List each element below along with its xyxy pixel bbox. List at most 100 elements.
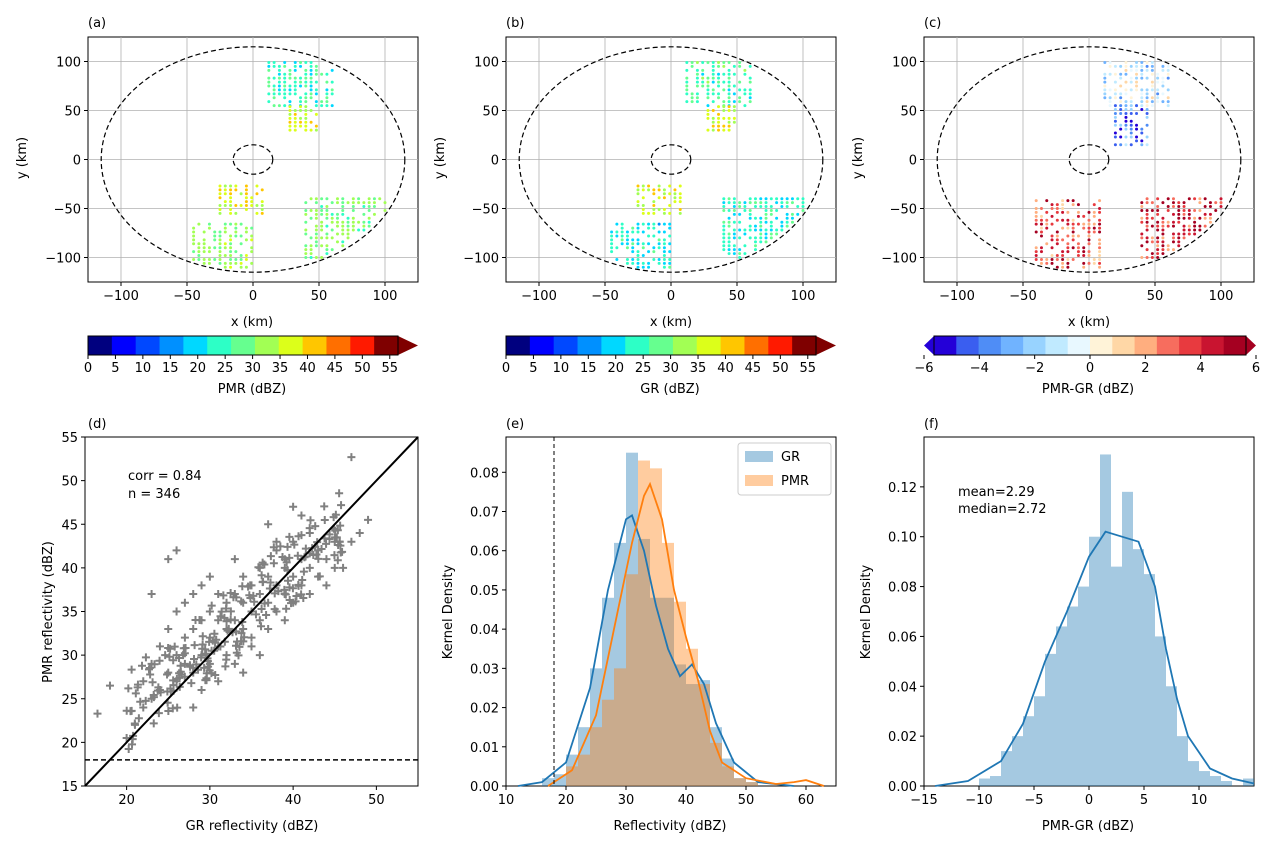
radar-pixel — [1129, 119, 1133, 123]
radar-pixel — [647, 261, 651, 265]
gr-hist-bar — [650, 597, 662, 786]
scatter-point — [262, 610, 271, 619]
scatter-point — [237, 629, 246, 638]
radar-pixel — [1193, 224, 1197, 228]
radar-pixel — [255, 211, 259, 215]
radar-pixel — [1166, 248, 1170, 252]
legend-label-pmr: PMR — [781, 474, 809, 489]
radar-pixel — [218, 184, 222, 188]
radar-pixel — [678, 196, 682, 200]
radar-pixel — [1171, 212, 1175, 216]
diff-tick-label-y: 0.12 — [888, 481, 917, 496]
scatter-point — [247, 633, 256, 642]
scatter-point — [210, 629, 219, 638]
radar-pixel — [636, 238, 640, 242]
scatter-point — [154, 709, 163, 718]
radar-pixel — [341, 232, 345, 236]
radar-pixel — [706, 88, 710, 92]
radar-pixel — [383, 208, 387, 212]
radar-pixel — [267, 64, 271, 68]
radar-pixel — [1150, 96, 1154, 100]
radar-pixel — [722, 100, 726, 104]
radar-pixel — [1119, 127, 1123, 131]
scatter-point — [198, 632, 207, 641]
radar-pixel — [775, 232, 779, 236]
radar-pixel — [372, 201, 376, 205]
scatter-point — [289, 502, 298, 511]
radar-pixel — [706, 96, 710, 100]
map-b-ylabel: y (km) — [433, 137, 448, 179]
radar-pixel — [625, 230, 629, 234]
scatter-point — [164, 707, 173, 716]
radar-pixel — [722, 197, 726, 201]
radar-pixel — [1171, 201, 1175, 205]
radar-pixel — [1140, 236, 1144, 240]
radar-pixel — [790, 201, 794, 205]
radar-pixel — [288, 109, 292, 112]
scatter-point — [274, 587, 283, 596]
colorbar-tick-label: 20 — [607, 361, 624, 376]
radar-pixel — [717, 112, 721, 116]
radar-pixel — [636, 222, 640, 226]
map-tick-label-y: 100 — [56, 56, 81, 71]
colorbar-segment — [934, 336, 957, 355]
radar-pixel — [1219, 197, 1223, 201]
radar-pixel — [1124, 60, 1128, 64]
radar-pixel — [213, 246, 217, 250]
radar-pixel — [764, 240, 768, 244]
scatter-point — [239, 668, 248, 677]
radar-pixel — [309, 72, 313, 76]
radar-pixel — [722, 80, 726, 84]
radar-pixel — [769, 212, 773, 216]
radar-pixel — [1066, 199, 1070, 203]
radar-pixel — [615, 246, 619, 250]
radar-pixel — [695, 92, 699, 96]
radar-pixel — [690, 60, 694, 64]
map-tick-label-y: 100 — [474, 56, 499, 71]
pmr-hist-bar — [722, 766, 734, 786]
radar-pixel — [706, 116, 710, 120]
radar-pixel — [1039, 250, 1043, 254]
radar-pixel — [1150, 256, 1154, 259]
radar-pixel — [678, 184, 682, 188]
radar-pixel — [1039, 226, 1043, 230]
radar-pixel — [320, 197, 324, 201]
radar-pixel — [299, 84, 303, 88]
diff-tick-label-y: 0.10 — [888, 531, 917, 546]
radar-pixel — [722, 220, 726, 224]
scatter-point — [230, 659, 239, 668]
radar-pixel — [277, 80, 281, 84]
n-annotation: n = 346 — [128, 487, 180, 502]
colorbar-segment — [744, 336, 769, 355]
radar-pixel — [304, 252, 308, 256]
radar-pixel — [753, 244, 757, 248]
radar-pixel — [1193, 208, 1197, 212]
diff-hist-bar — [1056, 626, 1067, 786]
radar-pixel — [732, 120, 736, 124]
radar-pixel — [748, 216, 752, 220]
radar-pixel — [218, 211, 222, 215]
radar-pixel — [357, 220, 361, 224]
radar-pixel — [304, 208, 308, 212]
radar-pixel — [1034, 218, 1038, 222]
radar-pixel — [668, 234, 672, 238]
radar-pixel — [647, 250, 651, 254]
map-panel-a: (a) x (km) y (km) PMR (dBZ) −100 −50 0 50 10… — [15, 16, 419, 397]
radar-pixel — [1103, 72, 1107, 76]
radar-pixel — [330, 212, 334, 216]
radar-pixel — [706, 80, 710, 84]
radar-pixel — [701, 68, 705, 72]
radar-pixel — [1150, 236, 1154, 240]
diff-tick-label-x: 5 — [1140, 793, 1148, 808]
radar-pixel — [685, 100, 689, 104]
radar-pixel — [213, 238, 217, 242]
scatter-point — [127, 706, 136, 715]
radar-pixel — [1098, 238, 1102, 242]
radar-pixel — [357, 228, 361, 232]
radar-pixel — [657, 188, 661, 192]
radar-pixel — [1166, 224, 1170, 228]
radar-pixel — [1150, 216, 1154, 220]
radar-pixel — [759, 232, 763, 236]
radar-pixel — [223, 184, 227, 188]
scatter-point — [190, 654, 199, 663]
